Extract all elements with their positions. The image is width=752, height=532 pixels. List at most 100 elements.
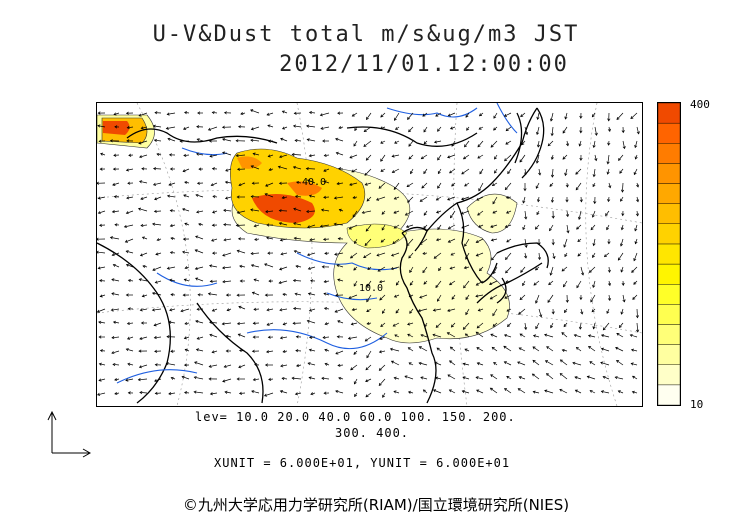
wind-arrowhead <box>154 280 158 284</box>
wind-arrowhead <box>392 323 396 327</box>
wind-arrow <box>630 334 638 338</box>
wind-arrowhead <box>446 332 450 335</box>
wind-arrow <box>253 308 260 310</box>
wind-arrow <box>563 238 568 248</box>
wind-arrowhead <box>507 324 510 327</box>
wind-arrowhead <box>631 269 635 273</box>
wind-arrowhead <box>126 125 130 130</box>
wind-arrowhead <box>462 376 466 380</box>
wind-arrow <box>184 223 190 226</box>
wind-arrowhead <box>635 315 640 319</box>
wind-arrowhead <box>111 253 115 257</box>
wind-arrow <box>504 334 512 338</box>
wind-arrowhead <box>544 389 548 393</box>
wind-arrow <box>450 252 456 256</box>
wind-arrowhead <box>196 138 200 142</box>
wind-arrowhead <box>195 348 200 352</box>
wind-arrowhead <box>591 114 595 118</box>
wind-arrow <box>433 308 442 311</box>
wind-arrow <box>128 279 134 282</box>
wind-arrow <box>419 294 428 299</box>
wind-arrowhead <box>225 293 229 297</box>
wind-arrow <box>238 182 246 186</box>
wind-arrow <box>636 196 639 202</box>
wind-arrow <box>321 377 330 380</box>
wind-arrowhead <box>433 140 438 144</box>
wind-arrow <box>195 266 204 270</box>
wind-arrowhead <box>141 294 145 298</box>
wind-arrowhead <box>336 335 340 339</box>
wind-arrow <box>506 238 512 243</box>
wind-arrowhead <box>620 198 623 202</box>
wind-arrowhead <box>169 251 173 255</box>
wind-arrow <box>408 362 414 366</box>
wind-arrowhead <box>462 156 467 160</box>
wind-arrowhead <box>349 182 353 186</box>
wind-arrow <box>352 112 358 117</box>
wind-arrow <box>380 112 386 118</box>
wind-arrowhead <box>237 167 241 171</box>
wind-arrow <box>337 182 344 185</box>
wind-arrow <box>421 182 428 189</box>
wind-arrowhead <box>404 212 408 216</box>
wind-arrow <box>449 389 456 394</box>
wind-arrow <box>334 196 344 199</box>
wind-arrowhead <box>504 187 508 191</box>
wind-arrow <box>420 196 428 202</box>
wind-arrowhead <box>475 294 479 298</box>
wind-arrow <box>309 377 316 380</box>
wind-arrowhead <box>152 222 156 226</box>
wind-arrowhead <box>636 329 640 333</box>
wind-arrowhead <box>536 199 541 203</box>
wind-arrowhead <box>335 293 339 297</box>
wind-arrowhead <box>293 111 297 115</box>
wind-arrow <box>306 125 316 128</box>
wind-arrowhead <box>293 249 297 254</box>
wind-arrow <box>423 168 428 174</box>
wind-arrowhead <box>389 347 393 351</box>
wind-arrow <box>239 350 246 352</box>
wind-arrow <box>448 112 456 117</box>
wind-arrowhead <box>308 376 312 380</box>
wind-arrowhead <box>437 128 440 132</box>
wind-arrowhead <box>535 160 539 164</box>
wind-arrowhead <box>225 334 229 338</box>
wind-arrow <box>139 180 148 184</box>
wind-arrowhead <box>491 346 495 350</box>
wind-arrowhead <box>250 252 254 256</box>
wind-arrow <box>211 238 218 242</box>
wind-arrow <box>462 390 470 394</box>
wind-arrowhead <box>221 125 225 129</box>
wind-arrow <box>476 376 484 380</box>
wind-arrowhead <box>632 375 636 379</box>
wind-arrowhead <box>184 111 188 115</box>
wind-arrow <box>223 209 232 212</box>
wind-arrow <box>382 308 386 314</box>
wind-arrowhead <box>98 335 102 339</box>
wind-arrowhead <box>393 210 397 214</box>
wind-arrow <box>225 181 232 184</box>
wind-arrow <box>366 350 372 358</box>
wind-arrow <box>448 224 456 229</box>
wind-arrow <box>507 322 512 327</box>
wind-arrow <box>608 294 611 301</box>
wind-arrow <box>463 280 470 289</box>
wind-arrowhead <box>306 179 311 183</box>
wind-arrow <box>209 321 218 324</box>
wind-arrow <box>154 336 162 339</box>
wind-arrowhead <box>606 227 609 231</box>
wind-arrowhead <box>605 213 609 217</box>
wind-arrow <box>535 224 540 230</box>
wind-arrowhead <box>194 266 198 271</box>
wind-arrow <box>580 266 584 276</box>
wind-arrow <box>254 224 260 227</box>
wind-arrow <box>593 168 596 177</box>
wind-arrow <box>518 308 526 315</box>
wind-arrowhead <box>536 212 540 216</box>
map-timestamp: 2012/11/01.12:00:00 <box>279 52 569 77</box>
wind-arrowhead <box>223 223 227 227</box>
wind-arrowhead <box>238 391 243 395</box>
wind-arrow <box>97 392 106 396</box>
wind-arrowhead <box>337 237 341 241</box>
wind-arrowhead <box>432 308 436 312</box>
